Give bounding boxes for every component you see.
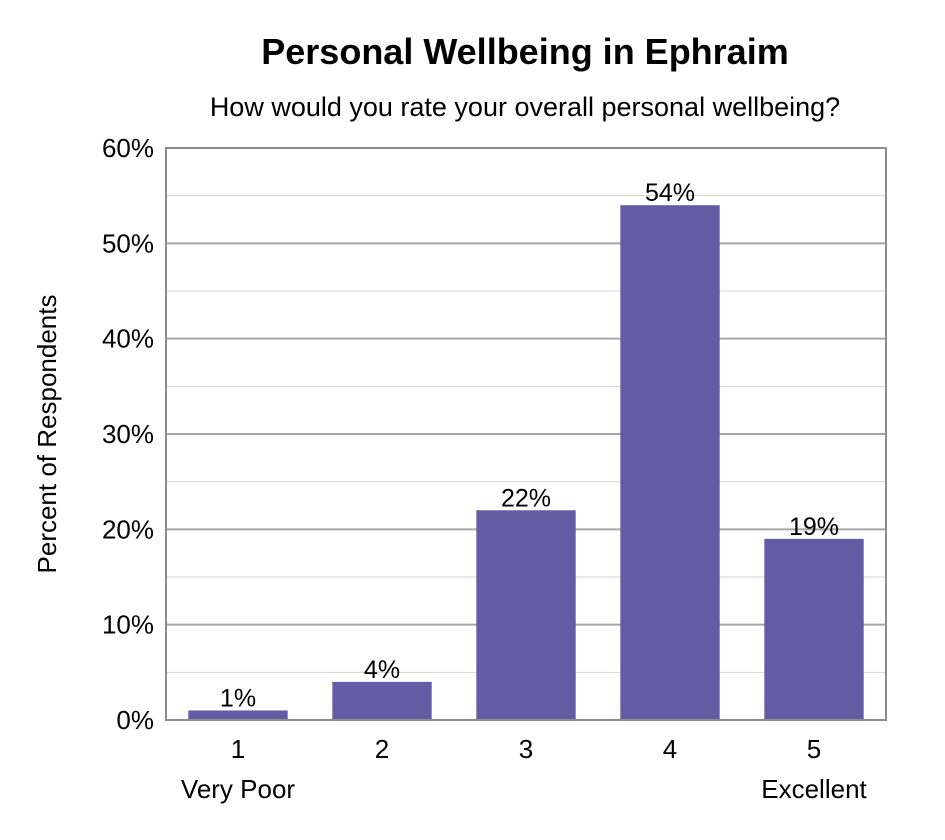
x-tick-sublabel: Excellent bbox=[761, 774, 867, 804]
y-tick-label: 60% bbox=[102, 133, 154, 163]
bar bbox=[620, 205, 720, 720]
x-tick-label: 4 bbox=[663, 734, 677, 764]
data-label: 22% bbox=[501, 484, 551, 512]
y-tick-label: 40% bbox=[102, 324, 154, 354]
bar bbox=[476, 510, 576, 720]
chart-title: Personal Wellbeing in Ephraim bbox=[261, 31, 788, 72]
y-tick-label: 10% bbox=[102, 610, 154, 640]
x-tick-label: 3 bbox=[519, 734, 533, 764]
gridlines bbox=[166, 195, 886, 673]
y-tick-label: 30% bbox=[102, 419, 154, 449]
data-label: 54% bbox=[645, 179, 695, 207]
y-tick-label: 20% bbox=[102, 514, 154, 544]
bars bbox=[188, 205, 864, 720]
plot-frame bbox=[165, 147, 887, 721]
y-tick-label: 0% bbox=[116, 705, 154, 735]
y-axis-label: Percent of Respondents bbox=[32, 295, 62, 574]
bar bbox=[188, 710, 288, 720]
data-label: 1% bbox=[220, 684, 256, 712]
y-tick-label: 50% bbox=[102, 228, 154, 258]
x-tick-label: 5 bbox=[807, 734, 821, 764]
data-labels: 1% 4% 22% 54% 19% bbox=[220, 179, 839, 712]
data-label: 19% bbox=[789, 513, 839, 541]
y-tick-labels: 0% 10% 20% 30% 40% 50% 60% bbox=[102, 133, 154, 735]
chart-subtitle: How would you rate your overall personal… bbox=[210, 92, 840, 122]
x-tick-label: 2 bbox=[375, 734, 389, 764]
bar bbox=[764, 538, 864, 720]
data-label: 4% bbox=[364, 656, 400, 684]
x-tick-label: 1 bbox=[231, 734, 245, 764]
bar bbox=[332, 681, 432, 720]
x-tick-sublabel: Very Poor bbox=[181, 774, 296, 804]
x-tick-labels: 1 Very Poor 2 3 4 5 Excellent bbox=[181, 734, 868, 804]
